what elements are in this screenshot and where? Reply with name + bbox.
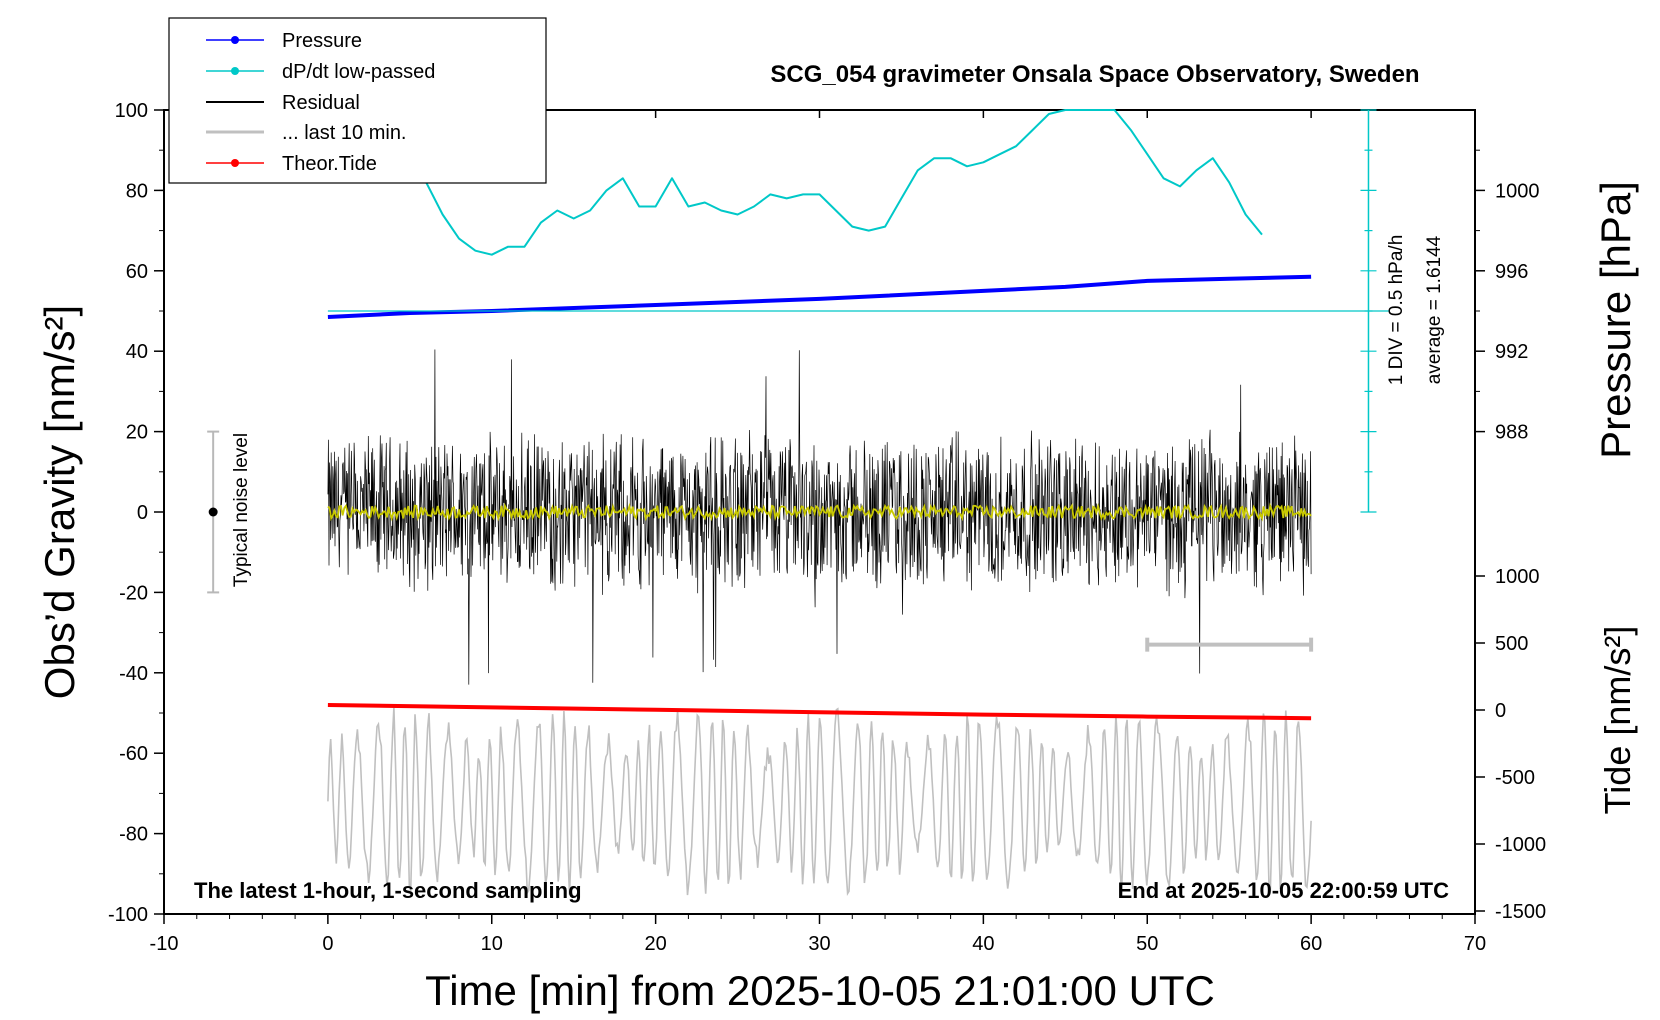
tide-tick-label: -1000 <box>1495 834 1546 856</box>
pressure-tick-label: 988 <box>1495 422 1528 444</box>
legend-label-residual: Residual <box>282 92 360 114</box>
x-tick-label: 0 <box>322 933 333 955</box>
x-tick-label: 60 <box>1300 933 1322 955</box>
tide-tick-label: 500 <box>1495 633 1528 655</box>
annotation-bottom-left: The latest 1-hour, 1-second sampling <box>194 878 582 903</box>
y-axis-title-pressure: Pressure [hPa] <box>1592 181 1639 459</box>
tide-tick-label: 0 <box>1495 700 1506 722</box>
y-tick-label: -80 <box>119 824 148 846</box>
y-tick-label: -60 <box>119 743 148 765</box>
tide-tick-label: -1500 <box>1495 901 1546 923</box>
legend-label-last10: ... last 10 min. <box>282 122 407 144</box>
series-theor-tide <box>327 703 1312 721</box>
y-tick-label: 100 <box>115 100 148 122</box>
x-tick-label: 20 <box>645 933 667 955</box>
legend-label-pressure: Pressure <box>282 30 362 52</box>
series-layer <box>327 109 1312 721</box>
legend-dot-dpdt <box>231 67 239 75</box>
residual-line <box>327 349 1312 685</box>
y-tick-label: -40 <box>119 663 148 685</box>
y-tick-label: 40 <box>126 341 148 363</box>
series-dp-dt-low-passed <box>425 109 1263 256</box>
last10-layer <box>327 707 1312 896</box>
y-tick-label: 60 <box>126 261 148 283</box>
y-axis-title-left: Obs’d Gravity [nm/s²] <box>36 305 83 699</box>
legend-label-dpdt: dP/dt low-passed <box>282 61 435 83</box>
residual-smoothed-line <box>327 502 1312 522</box>
pressure-tick-label: 1000 <box>1495 180 1540 202</box>
x-tick-label: 70 <box>1464 933 1486 955</box>
average-label: average = 1.6144 <box>1424 235 1445 384</box>
y-tick-label: -20 <box>119 582 148 604</box>
x-axis-title: Time [min] from 2025-10-05 21:01:00 UTC <box>425 967 1215 1014</box>
x-tick-label: 30 <box>808 933 830 955</box>
y-tick-label: 80 <box>126 180 148 202</box>
y-tick-label: -100 <box>108 904 148 926</box>
legend-dot-tide <box>231 159 239 167</box>
x-tick-label: 10 <box>481 933 503 955</box>
legend-box <box>168 17 547 184</box>
noise-bar-dot <box>208 507 218 517</box>
y-axis-title-tide: Tide [nm/s²] <box>1597 626 1638 815</box>
x-tick-label: 50 <box>1136 933 1158 955</box>
pressure-tick-label: 996 <box>1495 261 1528 283</box>
legend-label-tide: Theor.Tide <box>282 153 377 175</box>
y-tick-label: 0 <box>137 502 148 524</box>
x-tick-label: -10 <box>150 933 179 955</box>
residual-layer <box>327 349 1312 685</box>
pressure-tick-label: 992 <box>1495 341 1528 363</box>
legend: Pressure dP/dt low-passed Residual ... l… <box>168 17 547 184</box>
ticks-layer: -10 0 10 20 30 40 50 60 70100806040200-20-40-60-… <box>108 100 1546 955</box>
div-label: 1 DIV = 0.5 hPa/h <box>1386 235 1407 386</box>
chart-title: SCG_054 gravimeter Onsala Space Observat… <box>770 61 1419 88</box>
noise-label: Typical noise level <box>231 433 252 587</box>
annotation-bottom-right: End at 2025-10-05 22:00:59 UTC <box>1118 878 1449 903</box>
y-tick-label: 20 <box>126 422 148 444</box>
tide-tick-label: 1000 <box>1495 566 1540 588</box>
tide-tick-label: -500 <box>1495 767 1535 789</box>
extra-layer <box>207 109 1389 652</box>
x-tick-label: 40 <box>972 933 994 955</box>
series-pressure <box>327 274 1312 319</box>
last10-line <box>327 707 1312 896</box>
legend-dot-pressure <box>231 36 239 44</box>
